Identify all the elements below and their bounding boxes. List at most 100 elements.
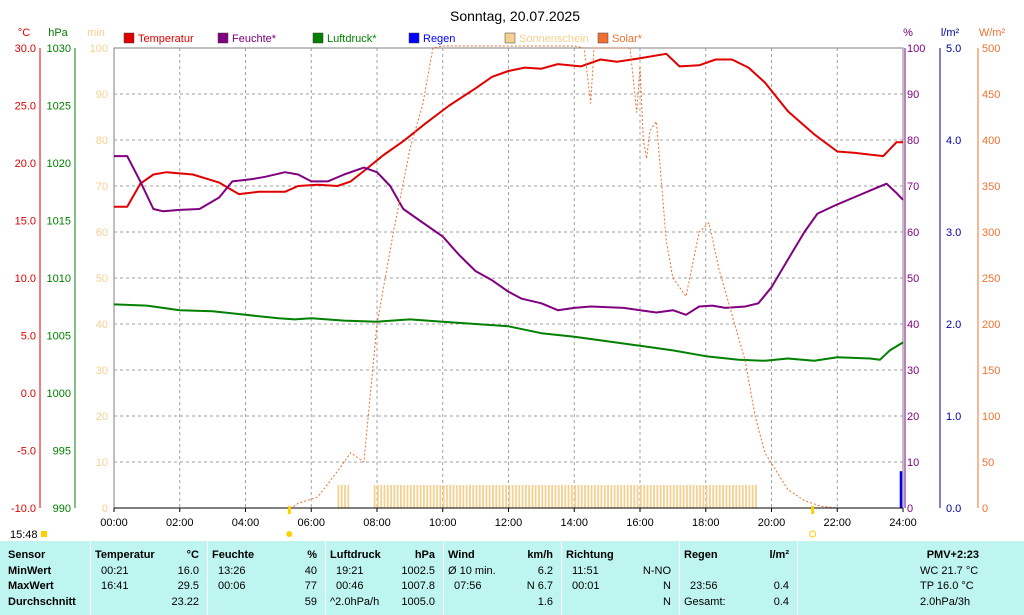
y-tick-label-humidity: 80: [907, 135, 919, 147]
sunshine-bar: [561, 485, 563, 508]
sunshine-bar: [390, 485, 392, 508]
sunshine-bar: [718, 485, 721, 508]
rain-bar: [899, 471, 903, 508]
sunshine-bar: [630, 485, 632, 508]
sunshine-bar: [633, 485, 636, 508]
stats-time: 00:01: [572, 580, 600, 592]
sunshine-bar: [702, 485, 705, 508]
y-tick-label-humidity: 40: [907, 319, 919, 331]
y-tick-label-solar: 150: [982, 365, 1000, 377]
stats-value: 1.6: [537, 596, 553, 608]
series-line-feuchte: [114, 155, 904, 316]
sunshine-bar: [449, 485, 452, 508]
stats-value: 1005.0: [401, 596, 435, 608]
stats-value: 40: [304, 565, 317, 577]
x-tick-label: 12:00: [495, 517, 523, 529]
y-tick-label-temperature: 10.0: [15, 273, 36, 285]
sunshine-bar: [465, 485, 468, 508]
y-tick-label-sunshine: 90: [96, 89, 108, 101]
sunshine-bar: [419, 485, 422, 508]
axis-unit-solar: W/m²: [979, 27, 1006, 39]
sunshine-bar: [623, 485, 626, 508]
stats-column-rain: Regen l/m² 23:56 0.4 Gesamt: 0.4: [680, 541, 797, 615]
y-tick-label-temperature: 20.0: [15, 158, 36, 170]
sunshine-bar: [340, 485, 343, 508]
stats-header-temperature: Temperatur: [95, 549, 155, 561]
column-separator: [679, 541, 680, 615]
sunshine-bar: [495, 485, 498, 508]
stats-unit-humidity: %: [307, 549, 317, 561]
sunshine-bar: [570, 485, 573, 508]
sunshine-bar: [676, 485, 678, 508]
y-tick-label-sunshine: 0: [102, 503, 108, 515]
y-tick-label-pressure: 995: [53, 446, 71, 458]
y-tick-label-rain: 3.0: [946, 227, 961, 239]
sunshine-bar: [649, 485, 652, 508]
sunshine-bar: [610, 485, 613, 508]
y-tick-label-humidity: 60: [907, 227, 919, 239]
column-separator: [443, 541, 444, 615]
sunshine-bar: [515, 485, 517, 508]
legend-label: Luftdruck*: [327, 33, 377, 45]
stats-header-sensor: Sensor: [8, 549, 46, 561]
sunshine-bar: [436, 485, 438, 508]
legend-item: Feuchte*: [217, 32, 277, 45]
y-tick-label-pressure: 1005: [47, 331, 71, 343]
x-tick-label: 00:00: [100, 517, 128, 529]
sunshine-bar: [679, 485, 682, 508]
legend-item: Luftdruck*: [312, 32, 377, 45]
sunshine-bar: [426, 485, 429, 508]
sunshine-bar: [521, 485, 524, 508]
axes: 00:00 02:00 04:00 06:00 08:00 10:00 12:00 14:00…: [11, 27, 1006, 538]
legend: Temperatur Feuchte* Luftdruck* Regen Sonnens…: [123, 32, 643, 45]
sunshine-bar: [452, 485, 455, 508]
sunrise-marker: [287, 506, 291, 514]
sunshine-bar: [396, 485, 399, 508]
sunshine-bar: [538, 485, 540, 508]
column-separator: [561, 541, 562, 615]
legend-label: Sonnenschein: [519, 33, 589, 45]
legend-item: Solar*: [597, 32, 643, 45]
sunshine-bar: [472, 485, 475, 508]
x-tick-label: 04:00: [232, 517, 260, 529]
stats-time: 00:06: [218, 580, 246, 592]
sunset-dot: [809, 530, 817, 538]
stats-header-pmv: PMV+2:23: [926, 549, 979, 561]
sunshine-bar: [636, 485, 639, 508]
y-tick-label-pressure: 1030: [47, 43, 71, 55]
stats-column-sensor: Sensor MinWert MaxWert Durchschnitt: [0, 541, 90, 615]
sunshine-bar: [488, 485, 491, 508]
legend-label: Temperatur: [138, 33, 194, 45]
sunshine-bar: [643, 485, 646, 508]
stats-value: 0.4: [773, 580, 789, 592]
sunshine-bar: [755, 485, 757, 508]
sunshine-bar: [587, 485, 590, 508]
sunshine-bar: [347, 485, 350, 508]
y-tick-label-sunshine: 50: [96, 273, 108, 285]
y-tick-label-rain: 2.0: [946, 319, 961, 331]
sunshine-bar: [751, 485, 754, 508]
sunshine-bar: [492, 485, 494, 508]
y-tick-label-rain: 1.0: [946, 411, 961, 423]
sunshine-bar: [551, 485, 554, 508]
sunshine-bar: [534, 485, 537, 508]
series-line-temperatur: [114, 52, 903, 208]
sunshine-bar: [646, 485, 649, 508]
x-tick-label: 06:00: [297, 517, 325, 529]
y-tick-label-solar: 50: [982, 457, 994, 469]
y-tick-label-humidity: 50: [907, 273, 919, 285]
sunshine-bar: [413, 485, 415, 508]
stats-time: 13:26: [218, 565, 246, 577]
legend-swatch: [597, 32, 609, 44]
sunshine-bar: [728, 485, 731, 508]
sunshine-bar: [600, 485, 603, 508]
stats-time: 16:41: [101, 580, 129, 592]
stats-header-pressure: Luftdruck: [330, 549, 381, 561]
weather-chart: 00:00 02:00 04:00 06:00 08:00 10:00 12:00 14:00…: [10, 8, 1006, 541]
stats-value: 59: [304, 596, 317, 608]
y-tick-label-temperature: 5.0: [21, 331, 36, 343]
sunshine-bar: [498, 485, 501, 508]
column-separator: [325, 541, 326, 615]
sunshine-bar: [607, 485, 609, 508]
stats-value: 77: [304, 580, 317, 592]
